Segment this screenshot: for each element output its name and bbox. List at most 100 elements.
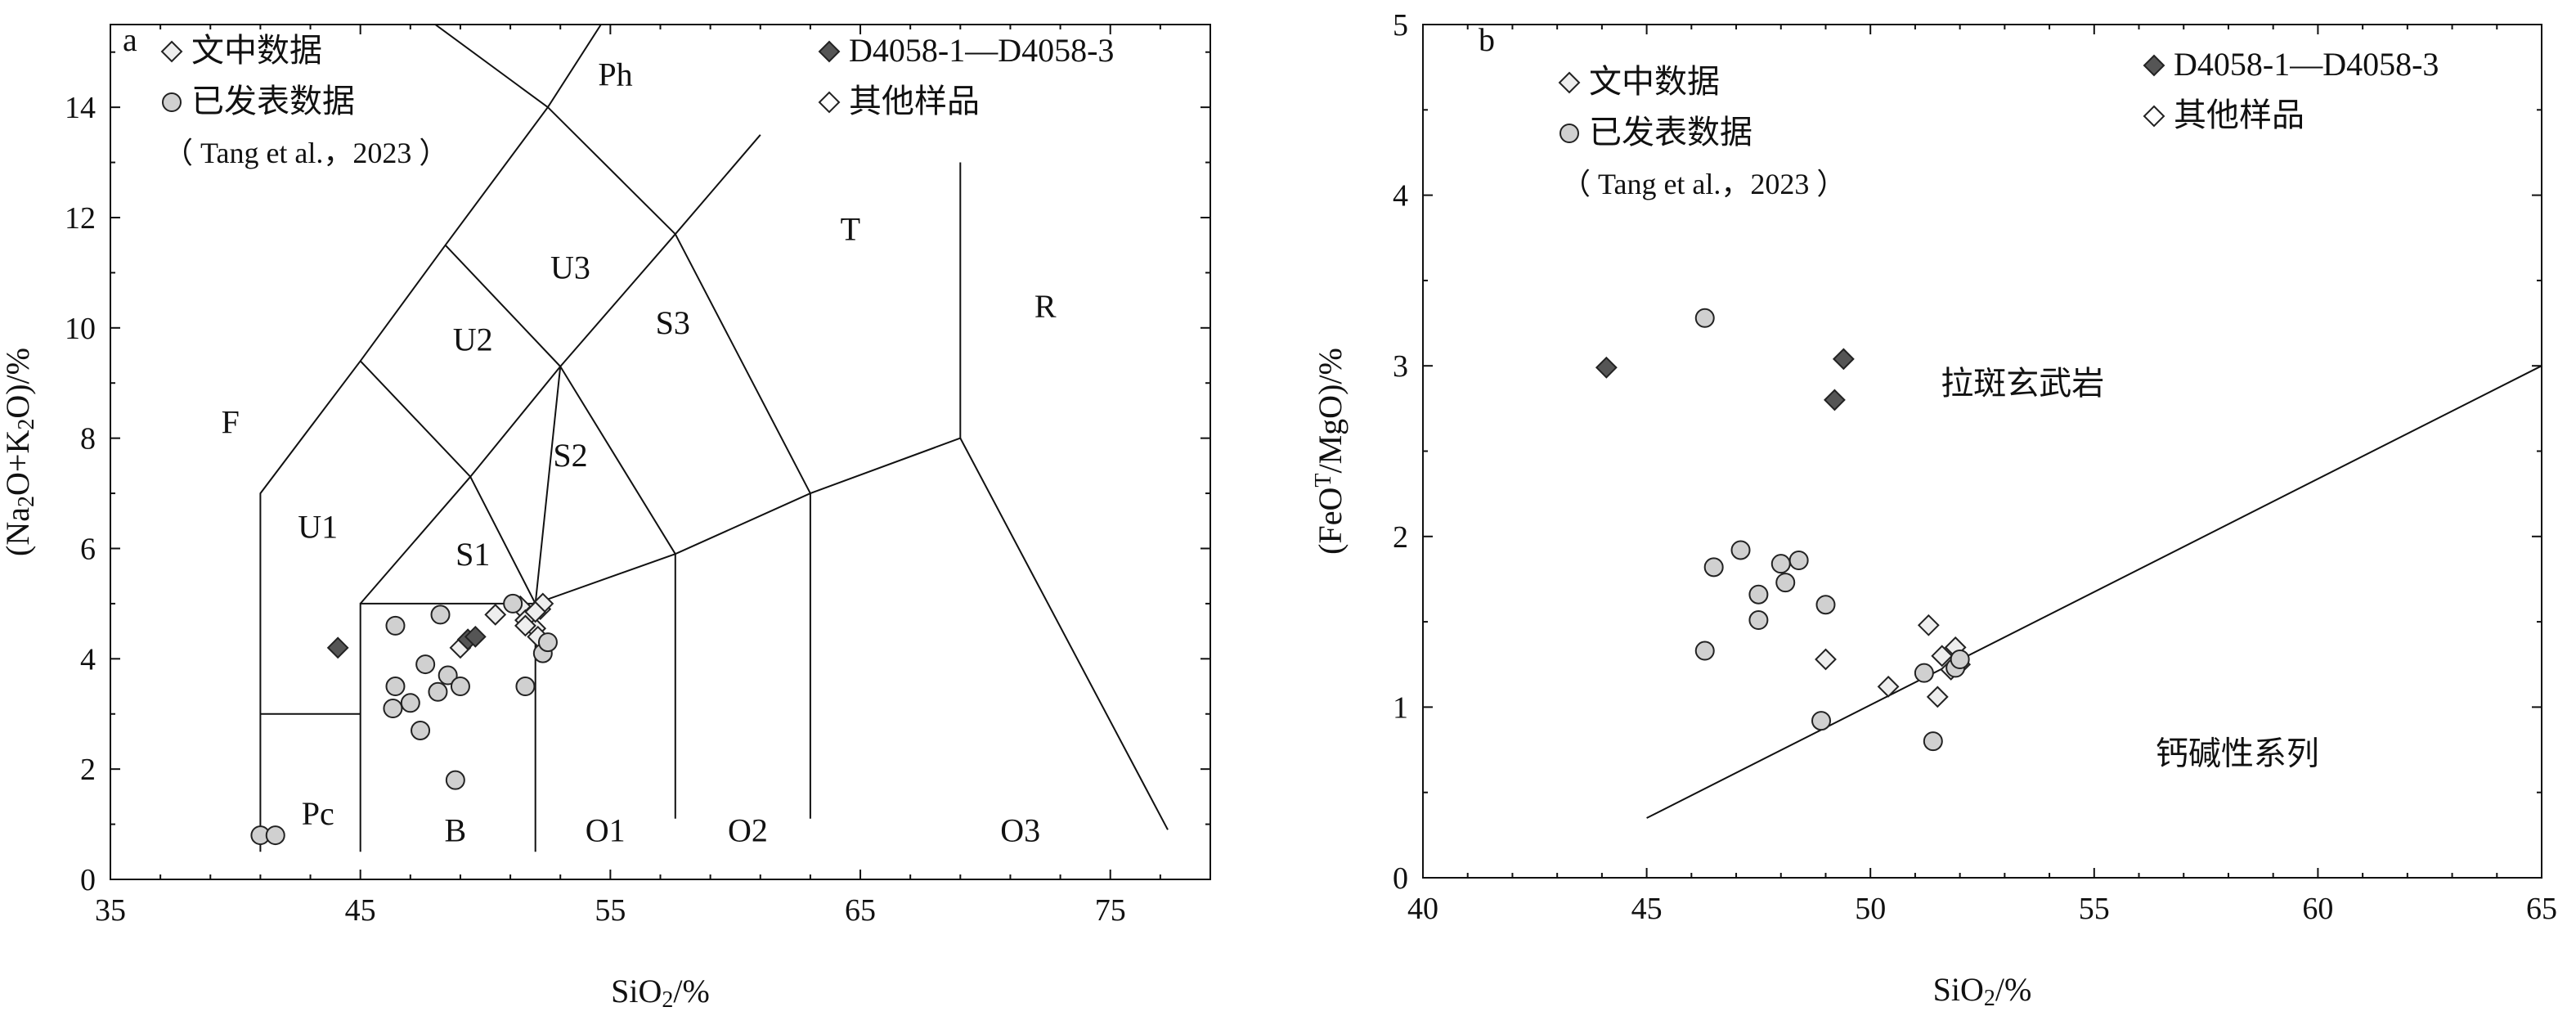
data-point [1815,648,1837,671]
x-axis-label: SiO2/% [611,973,710,1013]
y-tick-label: 2 [1393,520,1408,555]
legend-marker [818,40,841,63]
y-tick-label: 10 [65,312,96,346]
y-tick-label: 2 [80,753,96,787]
x-tick-label: 55 [2079,892,2110,926]
boundary-line [469,134,761,478]
legend-marker [1560,124,1579,143]
x-tick-label: 50 [1855,892,1886,926]
x-tick-label: 40 [1407,892,1438,926]
data-point [524,600,547,623]
x-tick-label: 65 [2526,892,2557,926]
x-tick-label: 75 [1095,893,1126,928]
legend-label: 其他样品 [2174,97,2304,133]
x-tick-label: 45 [1631,892,1663,926]
y-tick-label: 14 [65,91,96,125]
field-label: T [841,210,860,247]
classification-boundaries [259,25,1169,852]
legend-label: 文中数据 [191,32,322,69]
data-point [1748,610,1769,631]
field-label: S2 [553,437,587,474]
data-point [1770,554,1791,574]
y-tick-label: 0 [80,863,96,897]
data-point [1877,675,1900,698]
x-tick-label: 45 [345,893,376,928]
data-point [1824,389,1846,411]
field-label: U2 [453,321,493,357]
classification-boundaries [1646,365,2542,819]
y-tick-label: 1 [1393,690,1408,725]
legend-label: 文中数据 [1589,63,1720,100]
data-point [1931,645,1954,668]
field-label: Ph [598,56,632,93]
y-tick-label: 3 [1393,349,1408,384]
y-axis-label: (Na2O+K2O)/% [0,348,39,556]
panel-label: a [123,21,137,58]
y-tick-label: 0 [1393,861,1408,896]
legend-label: 其他样品 [849,83,980,119]
y-tick-label: 4 [1393,179,1408,214]
field-label: S3 [656,304,690,341]
boundary-line [959,438,1169,830]
panel-label: b [1479,21,1495,58]
field-label: B [444,811,466,848]
field-label: O2 [728,811,768,848]
data-point [1926,686,1949,708]
data-point [1703,557,1724,578]
data-point [1775,573,1796,593]
chart-panel-b: 40 45 50 55 60 65012345SiO2/%(FeOT/MgO)/%b拉斑玄… [1311,8,2557,1011]
legend-right: D4058-1—D4058-3 其他样品 [818,32,1114,119]
legend-marker [1558,71,1581,94]
data-point [1788,551,1809,571]
data-point [400,693,420,713]
x-axis-label: SiO2/% [1933,971,2032,1011]
field-label: O1 [586,811,626,848]
data-point [484,603,507,626]
y-tick-label: 6 [80,532,96,566]
data-point [383,699,403,718]
data-point [385,615,406,636]
y-tick-label: 5 [1393,8,1408,43]
legend-label: D4058-1—D4058-3 [849,32,1114,69]
legend-marker [160,40,183,63]
data-point [1815,595,1836,615]
data-point [1917,614,1940,636]
legend-label: D4058-1—D4058-3 [2174,46,2439,83]
y-tick-label: 12 [65,201,96,236]
data-point [438,665,458,686]
y-tick-label: 4 [80,642,96,677]
field-label: 拉斑玄武岩 [1941,365,2104,402]
legend-marker [2143,54,2165,77]
data-point [1811,711,1832,731]
data-point [503,593,523,614]
data-point [415,654,436,675]
data-point [428,681,448,702]
field-label: U3 [550,250,590,286]
boundary-line [1646,365,2542,819]
boundary-line [674,233,811,819]
data-point [385,677,406,697]
boundary-line [259,25,603,852]
boundary-line [359,162,962,852]
y-tick-label: 8 [80,422,96,456]
field-label: 钙碱性系列 [2156,735,2319,772]
boundary-line [444,245,561,367]
data-point [450,677,470,697]
data-point [430,605,451,625]
data-point [445,770,465,790]
field-label: S1 [456,536,490,573]
x-tick-label: 55 [595,893,626,928]
legend-label: 已发表数据 [191,83,355,119]
chart-panel-a: 35 45 55 65 75 0 2 4 6 8 10 12 14 SiO2/% (Na2O+K2O)/% a… [0,21,1211,1013]
x-tick-label: 60 [2302,892,2333,926]
legend-marker [818,91,841,114]
data-point [537,632,558,653]
legend-marker [162,92,182,112]
data-point [1832,348,1855,371]
data-point [1730,540,1751,560]
field-label: O3 [1000,811,1040,848]
data-point [411,720,431,740]
